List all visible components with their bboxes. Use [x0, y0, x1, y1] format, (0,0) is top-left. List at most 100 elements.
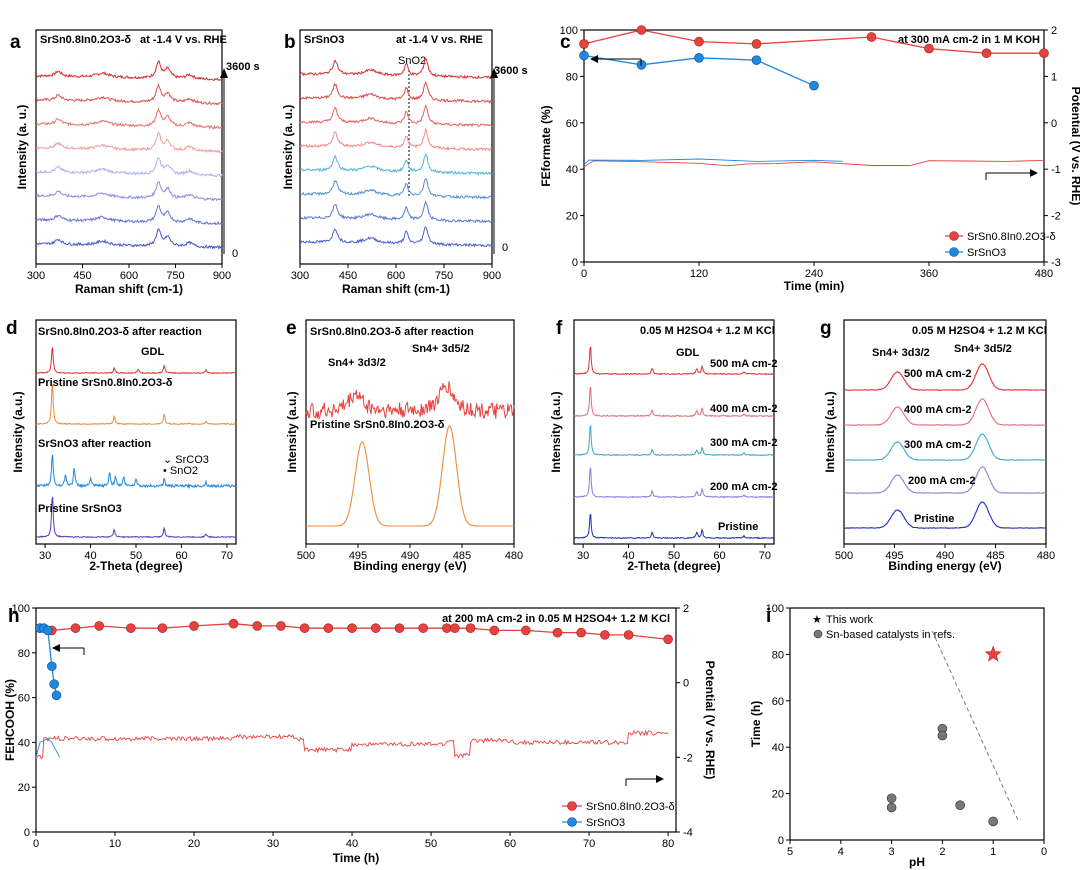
panel-c-ylabel-left: FEformate (%): [539, 105, 553, 186]
panel-e-after-reaction-trace: [305, 381, 515, 420]
panel-h-series-0-point-24: [623, 630, 634, 640]
panel-e-frame: [305, 319, 515, 545]
panel-a-arrowhead: [220, 68, 228, 78]
panel-h-ylabel-right: Potential (V vs. RHE): [703, 661, 717, 780]
panel-c-y2tick-label-0: -3: [1051, 257, 1061, 269]
panel-f-trace-4: 200 mA cm-2: [710, 481, 777, 493]
panel-g-xtick-label-0: 500: [835, 550, 853, 562]
panel-b-trace-4: [299, 153, 493, 176]
panel-c-y2tick-label-1: -2: [1051, 211, 1061, 223]
panel-e-peak-1: Sn4+ 3d3/2: [328, 357, 386, 369]
panel-a: a SrSn0.8In0.2O3-δ at -1.4 V vs. RHE 360…: [10, 29, 260, 296]
panel-g-ylabel: Intensity (a.u.): [823, 391, 837, 472]
panel-h-series-0-point-2: [70, 623, 81, 633]
panel-b-time-end: 3600 s: [494, 65, 528, 77]
panel-g-spectrum-3: [843, 466, 1047, 494]
panel-h-series-1-point-2: [43, 625, 53, 636]
panel-i-xtick-label-4: 1: [990, 846, 996, 858]
panel-i-legend-1: This work: [826, 614, 874, 626]
panel-h-right-arrowhead: [656, 775, 664, 783]
panel-h-xtick-label-4: 40: [346, 838, 358, 850]
panel-c-ytick-label-3: 60: [566, 118, 578, 130]
panel-d-xtick-label-0: 30: [39, 550, 51, 562]
panel-h-series-0-point-10: [299, 623, 310, 633]
panel-i-xtick-label-2: 3: [889, 846, 895, 858]
panel-i-ytick-label-3: 60: [772, 696, 784, 708]
panel-i-ytick-label-0: 0: [778, 835, 784, 847]
panel-i-frame: [789, 607, 1045, 841]
panel-c-series-1-point-0: [579, 50, 589, 61]
panel-i-this-work-star: [984, 645, 1002, 662]
panel-c-xtick-label-1: 120: [690, 268, 708, 280]
panel-h-xlabel: Time (h): [333, 851, 379, 865]
panel-h: h at 200 mA cm-2 in 0.05 M H2SO4+ 1.2 M …: [3, 603, 717, 865]
panel-e-traces: [305, 381, 515, 527]
panel-a-condition: at -1.4 V vs. RHE: [140, 34, 227, 46]
panel-f-xtick-label-0: 30: [577, 550, 589, 562]
panel-label-f: f: [556, 318, 563, 339]
panel-i-ylabel: Time (h): [749, 701, 763, 747]
panel-c-series-0-point-2: [694, 36, 704, 47]
panel-h-series-0-point-4: [126, 623, 136, 633]
panel-b-xtick-label-3: 750: [435, 270, 453, 282]
panel-h-series-0-point-13: [370, 623, 381, 633]
panel-c-y2tick-label-4: 1: [1051, 71, 1057, 83]
panel-h-series-1-point-3: [47, 661, 57, 672]
panel-g: g 0.05 M H2SO4 + 1.2 M KCl Sn4+ 3d3/2 Sn…: [820, 318, 1055, 573]
panel-c-series-0-point-3: [751, 39, 762, 49]
panel-i-legend-dot: [813, 629, 823, 639]
panel-b-trace-5: [299, 178, 493, 200]
panel-h-series-0-point-7: [228, 618, 239, 629]
panel-label-a: a: [10, 32, 21, 53]
panel-i-legend-star: ★: [812, 614, 822, 626]
panel-b-xlabel: Raman shift (cm-1): [342, 282, 450, 296]
panel-h-y2tick-label-0: -4: [683, 827, 693, 839]
panel-h-condition: at 200 mA cm-2 in 0.05 M H2SO4+ 1.2 M KC…: [442, 613, 670, 625]
panel-c-series-0-line: [583, 29, 1044, 54]
panel-g-spectrum-4: [843, 501, 1047, 529]
panel-e-xtick-label-2: 490: [401, 550, 419, 562]
panel-h-series-0-point-3: [94, 621, 105, 631]
panel-h-series-0-point-11: [323, 623, 334, 633]
panel-c-series-1-point-3: [751, 55, 762, 65]
panel-h-frame: [35, 607, 677, 833]
panel-g-trace-1: 500 mA cm-2: [904, 368, 971, 380]
panel-g-peak-1: Sn4+ 3d3/2: [872, 347, 930, 359]
panel-h-series-0-point-21: [552, 627, 563, 638]
panel-c-ytick-label-2: 40: [566, 164, 578, 176]
panel-c-legend-2: SrSnO3: [967, 247, 1006, 259]
panel-e-trace-2: Pristine SrSn0.8In0.2O3-δ: [310, 419, 445, 431]
panel-h-series-0-point-17: [449, 623, 460, 633]
panel-a-xtick-label-4: 900: [213, 270, 231, 282]
panel-b-xtick-label-0: 300: [291, 270, 309, 282]
panel-h-y2tick-label-1: -2: [683, 752, 693, 764]
panel-c-legend-1: SrSn0.8In0.2O3-δ: [967, 231, 1056, 243]
panel-h-series-0-point-18: [465, 623, 476, 633]
panel-h-xtick-label-1: 10: [109, 838, 121, 850]
panel-label-b: b: [284, 32, 296, 53]
panel-g-condition: 0.05 M H2SO4 + 1.2 M KCl: [912, 325, 1047, 337]
panel-h-series-3-line: [35, 738, 61, 758]
panel-i-ref-point-4: [955, 800, 965, 811]
panel-g-spectrum-0: [843, 363, 1047, 391]
panel-c-right-arrowhead: [1030, 169, 1038, 177]
panel-h-series-0-line: [39, 623, 669, 641]
panel-a-trace-6: [35, 205, 223, 225]
panel-i-ref-point-5: [988, 816, 999, 827]
panel-a-time-end: 3600 s: [226, 61, 260, 73]
panel-f-xtick-label-2: 50: [668, 550, 680, 562]
panel-g-trace-4: 200 mA cm-2: [908, 475, 975, 487]
panel-d: d SrSn0.8In0.2O3-δ after reaction Pristi…: [6, 318, 237, 573]
panel-i-legend-2: Sn-based catalysts in refs.: [826, 629, 955, 641]
panel-h-series-0-point-5: [157, 623, 168, 633]
panel-b-trace-1: [299, 81, 493, 104]
panel-e-ylabel: Intensity (a.u.): [285, 391, 299, 472]
panel-h-ytick-label-5: 100: [12, 603, 30, 615]
panel-b-trace-2: [299, 104, 493, 128]
panel-h-series-0-point-23: [600, 630, 610, 640]
panel-h-ytick-label-4: 80: [18, 648, 30, 660]
panel-h-series-0-point-9: [276, 621, 286, 631]
panel-a-xlabel: Raman shift (cm-1): [75, 282, 183, 296]
panel-c-frame: [583, 29, 1045, 263]
panel-h-ytick-label-0: 0: [24, 827, 30, 839]
